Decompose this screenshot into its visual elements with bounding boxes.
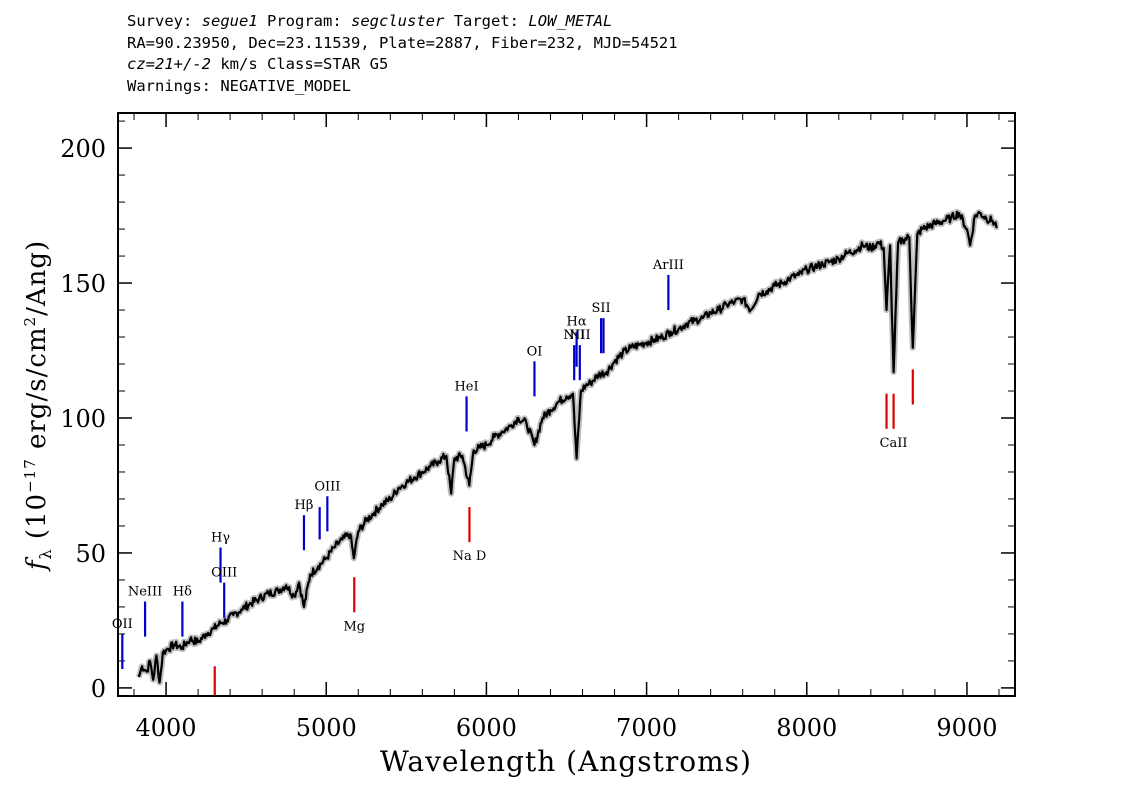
x-tick-label: 7000	[616, 714, 677, 742]
spectral-line-label: OI	[527, 344, 543, 359]
x-tick-label: 4000	[136, 714, 197, 742]
spectral-line-label: SII	[592, 301, 611, 316]
survey-label: Survey:	[127, 12, 193, 30]
cz-label: cz	[127, 55, 146, 73]
spectrum-header: Survey: segue1 Program: segcluster Targe…	[127, 11, 678, 97]
spectral-line-label: OIII	[314, 479, 340, 494]
cz-unit-class: km/s Class=STAR G5	[220, 55, 389, 73]
spectrum-series	[135, 208, 1000, 686]
spectral-line-label: OII	[112, 617, 133, 632]
y-tick-label: 200	[60, 135, 106, 163]
x-axis-label: Wavelength (Angstroms)	[380, 745, 752, 778]
spectral-line-label: Hγ	[211, 531, 230, 546]
spectral-line-label: NeIII	[128, 585, 162, 600]
survey-value: segue1	[201, 12, 258, 30]
header-line-warnings: Warnings: NEGATIVE_MODEL	[127, 76, 351, 95]
spectral-line-label: Hα	[567, 315, 587, 330]
axis-ticks	[118, 113, 1015, 696]
tick-labels: 4000 5000 6000 7000 8000 9000 0 50 100 150 200	[60, 135, 997, 742]
y-axis-label: fλ (10−17 erg/s/cm2/Ang)	[21, 240, 55, 572]
program-value: segcluster	[351, 12, 445, 30]
x-tick-label: 9000	[936, 714, 997, 742]
spectral-line-label: Hβ	[295, 498, 314, 513]
x-tick-label: 8000	[776, 714, 837, 742]
spectral-line-label: Hδ	[173, 585, 192, 600]
x-tick-label: 5000	[296, 714, 357, 742]
spectral-line-label: OIII	[211, 566, 237, 581]
program-label: Program:	[267, 12, 342, 30]
spectral-line-label: Mg	[343, 619, 365, 634]
y-tick-label: 150	[60, 270, 106, 298]
svg-text:fλ (10−17 erg/s/cm2/Ang): fλ (10−17 erg/s/cm2/Ang)	[21, 240, 55, 572]
y-tick-label: 100	[60, 405, 106, 433]
spectral-line-label: NII	[569, 328, 591, 343]
y-tick-label: 50	[75, 540, 106, 568]
spectral-line-label: CaII	[880, 436, 908, 451]
target-value: LOW_METAL	[528, 12, 613, 30]
spectral-line-label: NII	[563, 328, 585, 343]
y-tick-label: 0	[91, 675, 106, 703]
header-line-survey: Survey: segue1 Program: segcluster Targe…	[127, 11, 678, 33]
x-tick-label: 6000	[456, 714, 517, 742]
spectrum-error-band	[135, 208, 1000, 686]
spectral-line-label: ArIII	[652, 258, 684, 273]
spectral-line-label: HeI	[454, 379, 478, 394]
spectrum-flux-line	[137, 210, 999, 684]
header-line-coords: RA=90.23950, Dec=23.11539, Plate=2887, F…	[127, 33, 678, 52]
spectral-line-label: Na D	[453, 549, 487, 564]
header-line-redshift: cz=21+/-2 km/s Class=STAR G5	[127, 54, 678, 76]
plot-frame	[117, 112, 1016, 697]
cz-value: =21+/-2	[145, 55, 211, 73]
target-label: Target:	[453, 12, 520, 30]
